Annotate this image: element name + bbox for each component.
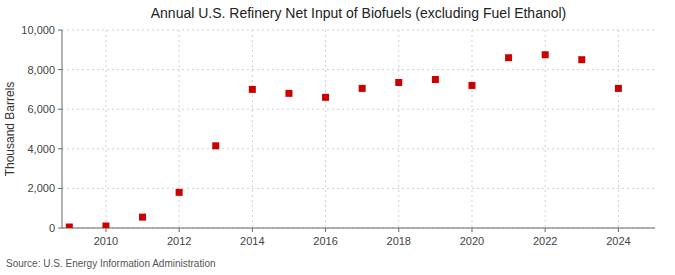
tick-label: 8,000 [27,64,55,76]
point [322,94,329,101]
grid-line [179,30,180,228]
tick [471,228,472,232]
tick-label: 4,000 [27,143,55,155]
tick-label: 2,000 [27,182,55,194]
y-axis-label: Thousand Barrels [3,82,17,177]
tick-label: 2020 [460,235,484,247]
tick-label: 0 [49,222,55,234]
point [395,79,402,86]
point [505,54,512,61]
grid-line [471,30,472,228]
tick-label: 2012 [167,235,191,247]
y-axis [62,30,63,228]
grid-line [62,30,655,31]
point [249,86,256,93]
tick-label: 2010 [94,235,118,247]
tick [58,109,62,110]
point [542,51,549,58]
grid-line [62,228,655,229]
tick [325,228,326,232]
point [212,142,219,149]
grid-line [618,30,619,228]
tick-label: 10,000 [21,24,55,36]
grid-line [62,109,655,110]
point [176,189,183,196]
chart: Annual U.S. Refinery Net Input of Biofue… [0,0,675,275]
tick [398,228,399,232]
point [615,85,622,92]
source: Source: U.S. Energy Information Administ… [6,258,216,269]
grid-line [62,69,655,70]
tick [58,188,62,189]
grid-line [398,30,399,228]
point [285,90,292,97]
grid-line [105,30,106,228]
point [432,76,439,83]
tick [58,228,62,229]
tick-label: 2022 [533,235,557,247]
tick [105,228,106,232]
tick-label: 2024 [606,235,630,247]
tick [179,228,180,232]
grid-line [545,30,546,228]
tick [618,228,619,232]
tick-label: 6,000 [27,103,55,115]
grid-line [325,30,326,228]
point [66,224,73,228]
tick [58,69,62,70]
point [578,56,585,63]
tick-label: 2014 [240,235,264,247]
point [102,223,109,228]
grid-line [252,30,253,228]
tick [545,228,546,232]
tick [58,148,62,149]
grid-line [62,148,655,149]
marks [66,51,622,228]
tick [58,30,62,31]
grid-line [62,188,655,189]
tick-label: 2018 [387,235,411,247]
x-axis [62,228,655,229]
tick [252,228,253,232]
point [359,85,366,92]
point [139,214,146,221]
tick-label: 2016 [313,235,337,247]
point [468,82,475,89]
title: Annual U.S. Refinery Net Input of Biofue… [151,5,567,21]
